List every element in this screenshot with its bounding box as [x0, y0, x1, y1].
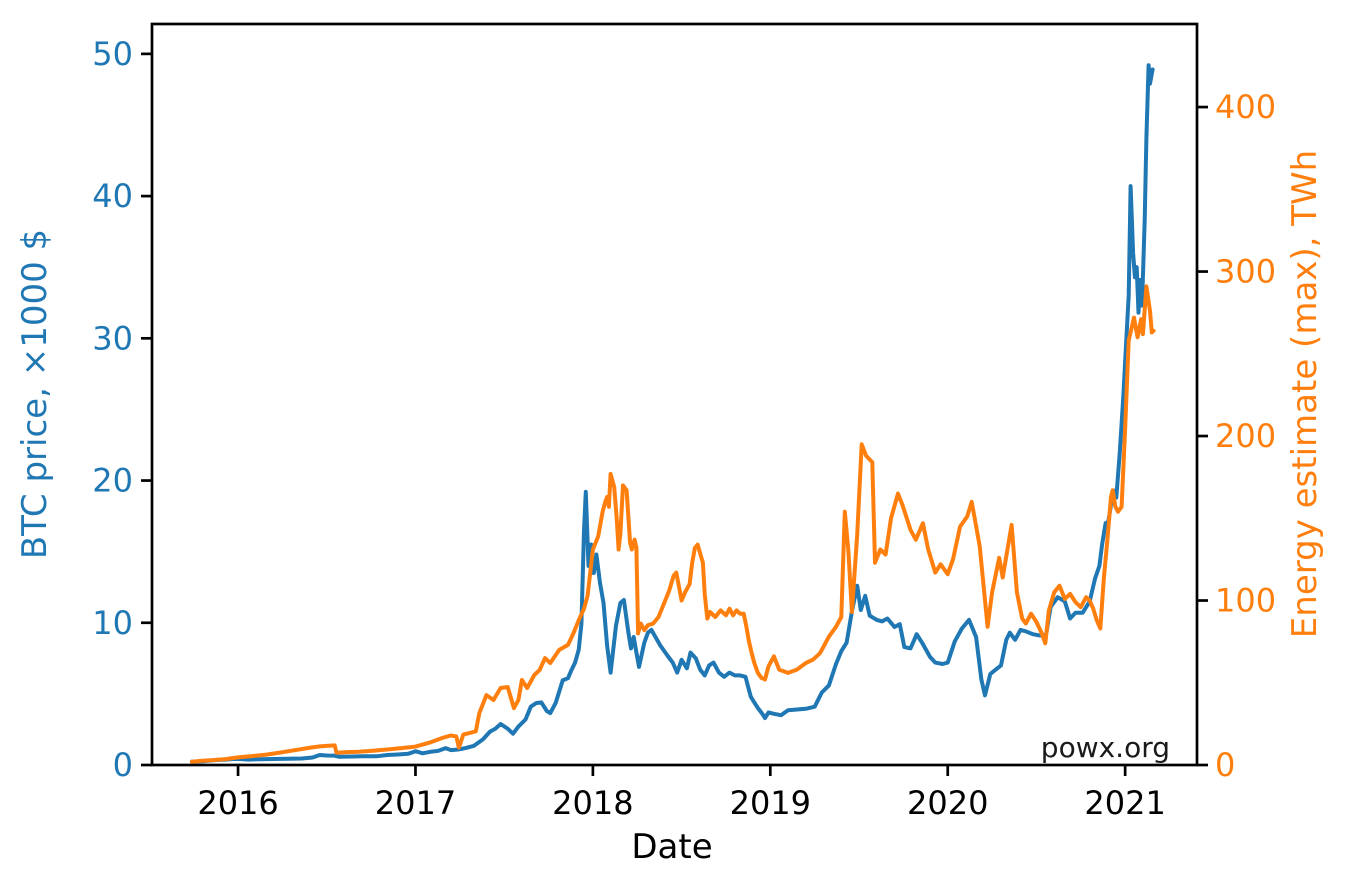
- x-tick-label: 2021: [1084, 784, 1165, 822]
- energy-estimate-line: [189, 284, 1156, 764]
- right-y-tick-label: 0: [1215, 746, 1235, 784]
- ticks-layer: 2016 2017 2018 2019 2020 2021 0 10 20 30 40 50 0 100 2…: [92, 35, 1276, 822]
- right-y-tick-label: 200: [1215, 417, 1276, 455]
- x-tick-label: 2018: [552, 784, 633, 822]
- right-y-tick-label: 300: [1215, 253, 1276, 291]
- plot-area: [152, 24, 1197, 765]
- left-y-axis-label: BTC price, ×1000 $: [15, 229, 55, 559]
- plot-border: [150, 22, 1199, 767]
- left-y-tick-label: 50: [92, 35, 133, 73]
- watermark-text: powx.org: [1041, 731, 1170, 764]
- left-y-tick-label: 10: [92, 604, 133, 642]
- x-tick-label: 2016: [197, 784, 278, 822]
- left-y-tick-label: 0: [113, 746, 133, 784]
- x-tick-label: 2017: [375, 784, 456, 822]
- right-y-tick-label: 400: [1215, 88, 1276, 126]
- right-y-axis-label: Energy estimate (max), TWh: [1285, 150, 1325, 638]
- left-y-tick-label: 20: [92, 462, 133, 500]
- left-y-tick-label: 40: [92, 177, 133, 215]
- x-tick-label: 2020: [907, 784, 988, 822]
- right-y-tick-label: 100: [1215, 582, 1276, 620]
- x-axis-label: Date: [631, 827, 712, 867]
- left-y-tick-label: 30: [92, 319, 133, 357]
- series-layer: [189, 63, 1156, 764]
- x-tick-label: 2019: [730, 784, 811, 822]
